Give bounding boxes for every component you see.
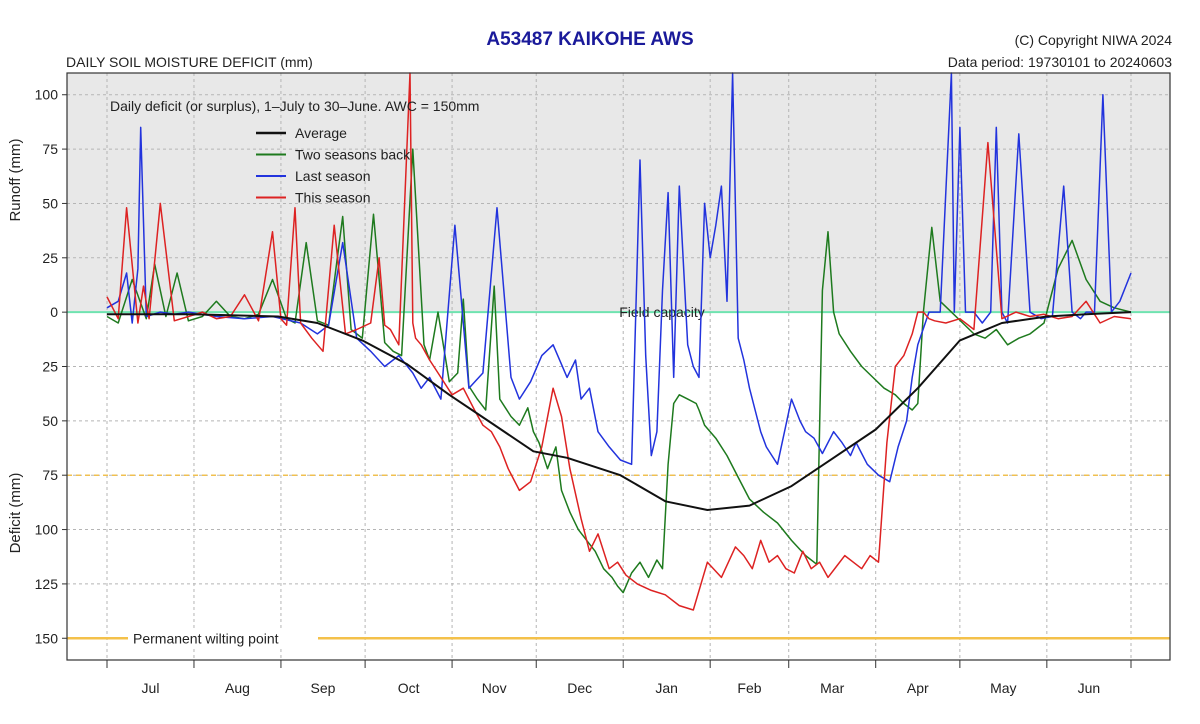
x-tick-label: Jun (1078, 680, 1101, 696)
copyright-text: (C) Copyright NIWA 2024 (1015, 32, 1173, 48)
y-tick-label: 75 (42, 141, 58, 157)
y-tick-label: 150 (35, 630, 59, 646)
chart-title: A53487 KAIKOHE AWS (486, 29, 693, 50)
runoff-band (67, 73, 1170, 313)
x-tick-label: Jul (142, 680, 160, 696)
legend-label-1: Two seasons back (295, 147, 411, 163)
series-lines (106, 72, 1132, 611)
y-tick-label: 25 (42, 250, 58, 266)
chart-subtitle: DAILY SOIL MOISTURE DEFICIT (mm) (66, 54, 313, 70)
y-tick-label: 25 (42, 359, 58, 375)
x-tick-label: Feb (737, 680, 761, 696)
data-period-text: Data period: 19730101 to 20240603 (948, 54, 1172, 70)
inner-note: Daily deficit (or surplus), 1–July to 30… (110, 98, 479, 114)
y-tick-label: 100 (35, 87, 59, 103)
label-permanent-wilting-point: Permanent wilting point (133, 630, 279, 646)
legend-label-3: This season (295, 190, 370, 206)
legend-label-0: Average (295, 125, 347, 141)
label-backing (128, 628, 318, 647)
x-tick-label: Jan (655, 680, 678, 696)
series-line-3 (106, 72, 1132, 611)
y-axis-label-deficit: Deficit (mm) (7, 473, 24, 554)
legend: Average Two seasons back Last season This s… (256, 125, 411, 206)
series-line-0 (107, 311, 1132, 511)
y-tick-label: 125 (35, 576, 59, 592)
x-tick-label: Dec (567, 680, 592, 696)
x-tick-label: Mar (820, 680, 844, 696)
y-tick-label: 100 (35, 522, 59, 538)
x-tick-label: May (990, 680, 1016, 696)
x-tick-label: Aug (225, 680, 250, 696)
y-tick-label: 0 (50, 304, 58, 320)
x-tick-label: Sep (311, 680, 336, 696)
x-tick-label: Oct (398, 680, 420, 696)
y-tick-label: 75 (42, 467, 58, 483)
series-line-2 (106, 72, 1132, 483)
series-line-1 (106, 148, 1132, 594)
legend-label-2: Last season (295, 168, 371, 184)
y-axis-label-runoff: Runoff (mm) (7, 138, 24, 221)
x-tick-label: Apr (907, 680, 929, 696)
x-tick-label: Nov (482, 680, 507, 696)
y-tick-label: 50 (42, 195, 58, 211)
y-tick-label: 50 (42, 413, 58, 429)
axes: 100 75 50 25 0 25 50 75 100 125 150 Jul Aug Sep Oct Nov… (35, 72, 1171, 696)
